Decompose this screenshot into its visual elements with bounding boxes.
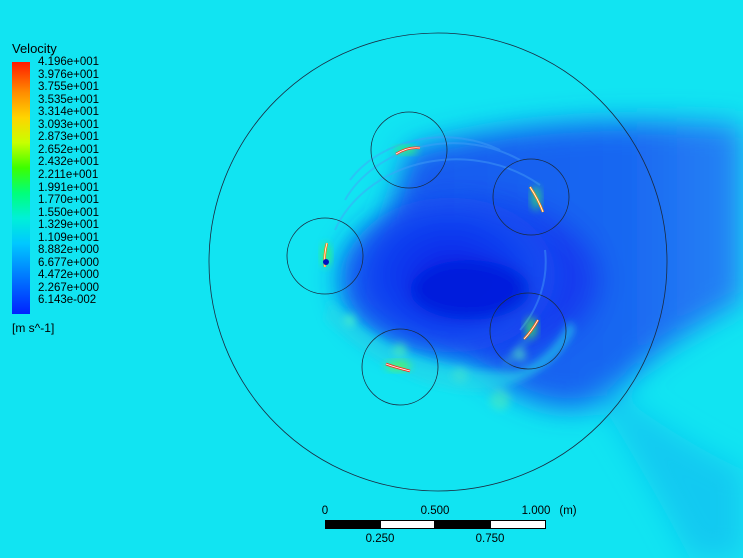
scale-label-1-000: 1.000 <box>521 505 551 517</box>
colorbar-tick-label: 6.677e+000 <box>38 256 100 269</box>
blade-zone-1 <box>370 111 448 189</box>
colorbar-tick-label: 6.143e-002 <box>38 294 97 307</box>
blade-1 <box>394 146 421 156</box>
blades <box>321 146 545 373</box>
colorbar-tick-label: 3.976e+001 <box>38 68 100 81</box>
colorbar-tick-label: 4.472e+000 <box>38 269 100 282</box>
scale-seg-3 <box>435 520 490 529</box>
blade-zone-2 <box>492 158 570 236</box>
scale-label-0-750: 0.750 <box>475 533 505 545</box>
colorbar-tick-label: 3.755e+001 <box>38 81 100 94</box>
colorbar-tick-label: 2.432e+001 <box>38 156 100 169</box>
scale-seg-2 <box>380 520 435 529</box>
scale-label-0-500: 0.500 <box>420 505 450 517</box>
velocity-colorbar <box>12 62 30 314</box>
colorbar-tick-label: 3.314e+001 <box>38 106 100 119</box>
colorbar-tick-label: 4.196e+001 <box>38 56 100 68</box>
blade-2 <box>529 186 545 213</box>
blade-zone-4 <box>361 328 439 406</box>
colorbar-tick-label: 2.873e+001 <box>38 131 100 144</box>
blade-4 <box>385 361 411 373</box>
colorbar-tick-label: 2.211e+001 <box>38 168 99 181</box>
colorbar-tick-label: 1.329e+001 <box>38 219 100 232</box>
rotor-inner-wake <box>335 190 565 360</box>
rotating-domain-outline <box>208 32 668 492</box>
scale-label-0: 0 <box>321 505 329 517</box>
scale-label-0-250: 0.250 <box>365 533 395 545</box>
legend-units: [m s^-1] <box>12 321 55 335</box>
colorbar-tick-label: 1.991e+001 <box>38 181 100 194</box>
colorbar-tick-label: 3.093e+001 <box>38 118 100 131</box>
scale-seg-1 <box>325 520 380 529</box>
legend-title: Velocity <box>12 41 57 56</box>
blade-5 <box>321 242 331 268</box>
scale-seg-4 <box>490 520 546 529</box>
turbulent-band <box>325 300 575 410</box>
colorbar-tick-label: 1.550e+001 <box>38 206 100 219</box>
colorbar-tick-label: 3.535e+001 <box>38 93 100 106</box>
colorbar-tick-label: 1.770e+001 <box>38 194 100 207</box>
colorbar-tick-label: 8.882e+000 <box>38 244 100 257</box>
blade-zone-3 <box>489 292 567 370</box>
blade-zone-5 <box>286 217 364 295</box>
ripple-arcs <box>334 136 547 331</box>
colorbar-tick-label: 1.109e+001 <box>38 231 100 244</box>
colorbar-tick-label: 2.652e+001 <box>38 143 100 156</box>
scale-unit: (m) <box>559 505 577 517</box>
blade-subdomains <box>286 111 570 406</box>
blade-3 <box>503 317 540 366</box>
colorbar-tick-label: 2.267e+000 <box>38 281 100 294</box>
